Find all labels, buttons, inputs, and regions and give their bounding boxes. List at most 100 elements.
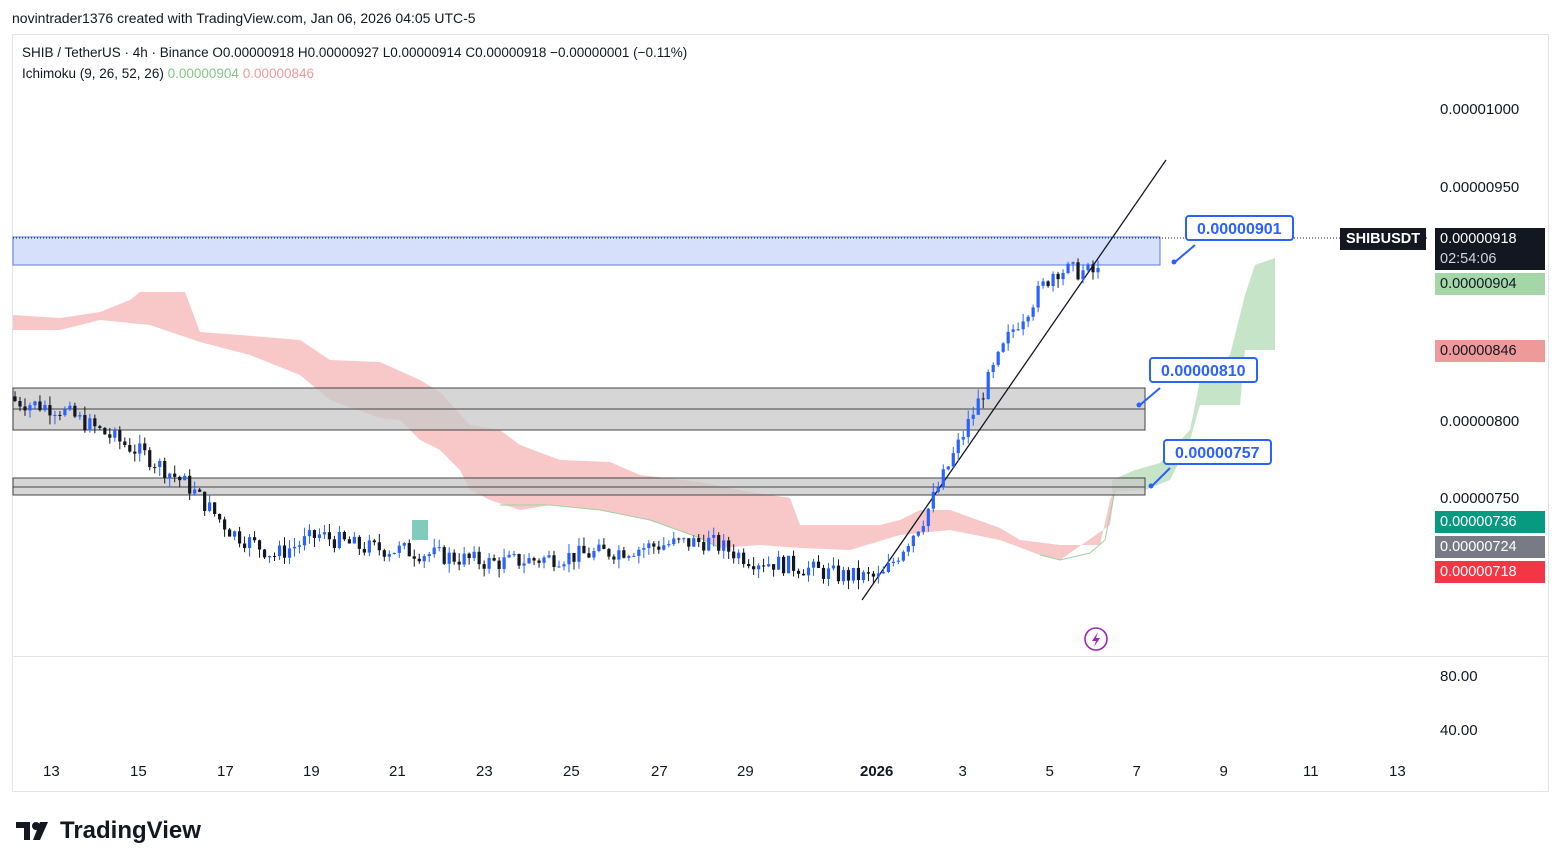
candle-body [317,534,322,538]
candle-body [1001,343,1005,352]
candle-body [138,443,142,454]
candle-body [722,540,726,551]
candle-body [462,553,466,565]
symbol-legend: SHIB / TetherUS · 4h · Binance O0.000009… [22,45,688,60]
candle-body [1006,331,1010,344]
candle-body [422,556,426,562]
candle-body [173,473,177,477]
pane-separator[interactable] [13,656,1548,657]
time-tick: 25 [563,763,580,780]
candle-body [931,491,935,509]
candle-body [198,489,202,492]
candle-body [587,553,591,558]
countdown-label: 02:54:06 [1435,248,1545,270]
candle-body [811,561,816,568]
candle-body [767,564,771,567]
candle-body [1056,273,1060,280]
candles-group [13,258,1100,590]
candle-body [208,502,212,511]
resistance-zone-blue[interactable] [12,236,1161,266]
candle-body [327,532,332,540]
candle-body [223,519,227,530]
tradingview-logo[interactable]: TradingView [16,817,201,845]
price-tick-1: 0.00001000 [1440,101,1520,118]
candle-body [68,405,72,409]
callout-1-pointer [1174,244,1196,263]
candle-body [662,545,666,550]
candle-body [342,532,346,540]
candle-body [776,556,781,570]
callout-0-00000810[interactable]: 0.00000810 [1149,357,1258,383]
candle-body [88,418,92,431]
time-tick: 13 [43,763,60,780]
candle-body [752,566,756,570]
candle-body [517,554,521,566]
candle-body [1051,273,1055,287]
candle-body [362,548,366,553]
candle-body [407,543,411,557]
candle-body [816,561,821,568]
candle-body [796,570,801,574]
candle-body [871,573,876,577]
candle-body [612,556,616,560]
candle-body [38,401,42,411]
candle-body [966,418,970,437]
candle-body [692,538,696,547]
chart-credit: novintrader1376 created with TradingView… [12,10,476,26]
candle-body [522,563,526,566]
candle-body [267,555,272,558]
callout-0-00000901[interactable]: 0.00000901 [1185,215,1294,241]
candle-body [781,556,786,574]
candle-body [287,548,292,558]
callout-0-00000757[interactable]: 0.00000757 [1163,439,1272,465]
candle-body [492,558,496,561]
candle-body [841,570,846,582]
candle-body [168,473,172,479]
candle-body [896,560,900,562]
candle-body [717,535,721,551]
time-tick: 13 [1389,763,1406,780]
candle-body [387,554,391,557]
candle-body [826,568,831,579]
candle-body [542,557,546,563]
candle-body [108,434,112,438]
candle-body [297,545,302,547]
time-tick: 2026 [860,763,894,780]
ichimoku-b-label: 0.00000846 [1435,340,1545,362]
candle-body [846,570,851,581]
callout-1-dot [1171,259,1177,265]
candle-body [467,553,471,559]
ichimoku-value-1: 0.00000904 [167,66,239,81]
candle-body [228,529,232,537]
candle-body [432,547,436,555]
candle-body [552,555,556,567]
candle-body [442,547,446,564]
candle-body [737,552,741,559]
candle-body [866,572,871,574]
time-tick: 21 [389,763,406,780]
candle-body [312,530,317,538]
candle-body [986,371,990,400]
candle-body [537,560,541,563]
tradingview-logo-icon [16,822,48,840]
candle-body [1036,285,1040,308]
candle-body [372,540,376,543]
candle-body [203,491,207,511]
ascending-trendline[interactable] [861,159,1167,601]
candle-body [73,405,77,417]
tradingview-wordmark: TradingView [60,817,201,844]
time-tick: 19 [303,763,320,780]
candle-body [647,543,651,549]
candle-body [377,542,381,551]
candle-body [622,550,626,558]
time-tick: 3 [958,763,967,780]
price-tick-3: 0.00000800 [1440,413,1520,430]
time-tick: 9 [1219,763,1228,780]
candle-body [58,414,62,416]
candle-body [762,565,766,567]
candle-body [18,401,22,407]
callout-2-pointer [1139,387,1161,406]
candle-body [128,444,132,452]
candle-body [507,554,511,558]
